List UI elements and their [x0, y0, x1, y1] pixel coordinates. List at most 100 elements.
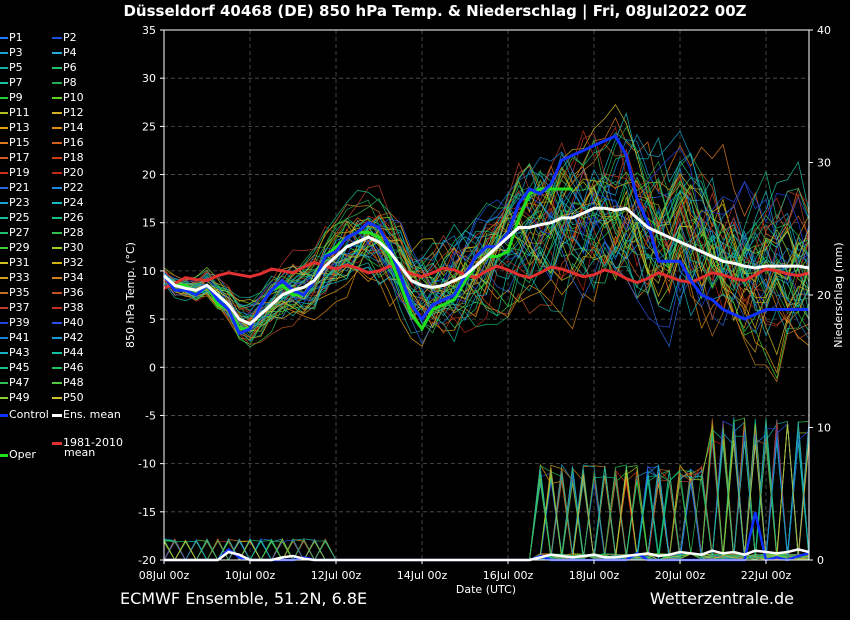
legend-item-p14: P14 — [52, 121, 84, 135]
member-precip-p1 — [164, 465, 810, 561]
legend-item-p1: P1 — [0, 31, 23, 45]
member-line-p45 — [163, 132, 810, 311]
legend-item-p45-label: P45 — [9, 361, 30, 374]
y-tick-label: -10 — [138, 458, 156, 471]
member-line-p49 — [163, 217, 810, 332]
legend-item-p31-swatch — [0, 262, 8, 264]
legend-item-oper-label: Oper — [9, 448, 36, 461]
legend-item-p5-swatch — [0, 67, 8, 69]
legend-item-p11-label: P11 — [9, 106, 30, 119]
x-tick-label: 20Jul 00z — [655, 569, 706, 582]
legend-item-p21-swatch — [0, 187, 8, 189]
legend-item-p24-swatch — [52, 202, 62, 204]
legend-item-p13-swatch — [0, 127, 8, 129]
member-line-p46 — [163, 176, 810, 318]
footer-site-name: Wetterzentrale.de — [649, 589, 794, 608]
legend-item-p18-swatch — [52, 157, 62, 159]
legend-item-p17: P17 — [0, 151, 30, 165]
member-line-p50 — [163, 184, 810, 356]
legend-item-p39-swatch — [0, 322, 8, 324]
member-precip-p46 — [163, 442, 810, 561]
member-precip-p23 — [163, 470, 810, 561]
legend-item-p30-label: P30 — [63, 241, 84, 254]
legend-item-p4: P4 — [52, 46, 77, 60]
y-tick-label: 15 — [142, 217, 156, 230]
legend-item-p48: P48 — [52, 376, 84, 390]
legend-item-p41: P41 — [0, 331, 30, 345]
member-line-p40 — [163, 180, 810, 333]
y-tick-label: -15 — [138, 506, 156, 519]
legend-item-p50-label: P50 — [63, 391, 84, 404]
series-line-ens-mean — [162, 206, 810, 326]
legend-item-p28-swatch — [52, 232, 62, 234]
legend-item-p12-label: P12 — [63, 106, 84, 119]
legend-item-p37: P37 — [0, 301, 30, 315]
legend-item-p45: P45 — [0, 361, 30, 375]
legend-item-p40-label: P40 — [63, 316, 84, 329]
legend-item-p30-swatch — [52, 247, 62, 249]
y2-tick-label: 30 — [817, 157, 831, 170]
y2-axis-label: Niederschlag (mm) — [832, 242, 845, 347]
legend-item-p8-swatch — [52, 82, 62, 84]
legend-item-p17-label: P17 — [9, 151, 30, 164]
legend-item-climate-line2: mean — [64, 446, 96, 459]
x-tick-label: 18Jul 00z — [569, 569, 620, 582]
legend-item-p13: P13 — [0, 121, 30, 135]
legend-item-p33: P33 — [0, 271, 30, 285]
legend-item-p16-label: P16 — [63, 136, 84, 149]
legend-item-p6: P6 — [52, 61, 77, 75]
legend-item-p35-label: P35 — [9, 286, 30, 299]
x-tick-label: 12Jul 00z — [311, 569, 362, 582]
legend-item-p33-label: P33 — [9, 271, 30, 284]
legend-item-p19: P19 — [0, 166, 30, 180]
legend-item-p38-swatch — [52, 307, 62, 309]
legend-item-ens-mean-swatch — [52, 413, 62, 417]
legend-item-p9-swatch — [0, 97, 8, 99]
y2-tick-label: 10 — [817, 422, 831, 435]
y-tick-label: 10 — [142, 265, 156, 278]
legend-item-p29-swatch — [0, 247, 8, 249]
legend-item-p43: P43 — [0, 346, 30, 360]
legend-item-p2: P2 — [52, 31, 77, 45]
legend-item-p21-label: P21 — [9, 181, 30, 194]
legend-item-p8-label: P8 — [63, 76, 77, 89]
y-tick-label: 35 — [142, 24, 156, 37]
legend-item-p42-label: P42 — [63, 331, 84, 344]
legend-item-p24: P24 — [52, 196, 84, 210]
series-line-control — [162, 134, 809, 336]
y-axis-label: 850 hPa Temp. (°C) — [124, 242, 137, 348]
legend-item-p5-label: P5 — [9, 61, 23, 74]
legend-item-p50: P50 — [52, 391, 84, 405]
legend-item-p32: P32 — [52, 256, 84, 270]
legend-item-p45-swatch — [0, 367, 8, 369]
legend-item-oper-swatch — [0, 453, 8, 457]
y-tick-label: -20 — [138, 554, 156, 567]
legend-item-p22: P22 — [52, 181, 84, 195]
legend-item-p50-swatch — [52, 397, 62, 399]
legend-item-p16: P16 — [52, 136, 84, 150]
legend-item-p47-label: P47 — [9, 376, 30, 389]
legend-item-p3: P3 — [0, 46, 23, 60]
x-axis-label: Date (UTC) — [456, 583, 516, 596]
legend-item-p10: P10 — [52, 91, 84, 105]
legend-item-ens-mean: Ens. mean — [52, 408, 121, 422]
legend-item-p4-swatch — [52, 52, 62, 54]
legend-item-p36-swatch — [52, 292, 62, 294]
member-line-p29 — [163, 209, 810, 380]
legend-item-p24-label: P24 — [63, 196, 84, 209]
legend-item-p26: P26 — [52, 211, 84, 225]
legend-item-control-swatch — [0, 413, 8, 417]
member-line-p24 — [163, 112, 810, 332]
legend-item-climate-label: 1981-2010 — [63, 436, 123, 449]
legend-item-p39-label: P39 — [9, 316, 30, 329]
legend-item-p16-swatch — [52, 142, 62, 144]
legend-item-p46: P46 — [52, 361, 84, 375]
member-line-p27 — [163, 223, 810, 331]
legend-item-climate-swatch — [52, 441, 62, 445]
y2-tick-label: 0 — [817, 554, 824, 567]
legend-item-p41-label: P41 — [9, 331, 30, 344]
tick-labels: -20 -15 -10 -5 0 5 10 15 20 25 30 35 0 10 20 30 40 08Jul … — [138, 24, 831, 582]
member-line-p48 — [163, 162, 810, 334]
legend-item-p32-swatch — [52, 262, 62, 264]
